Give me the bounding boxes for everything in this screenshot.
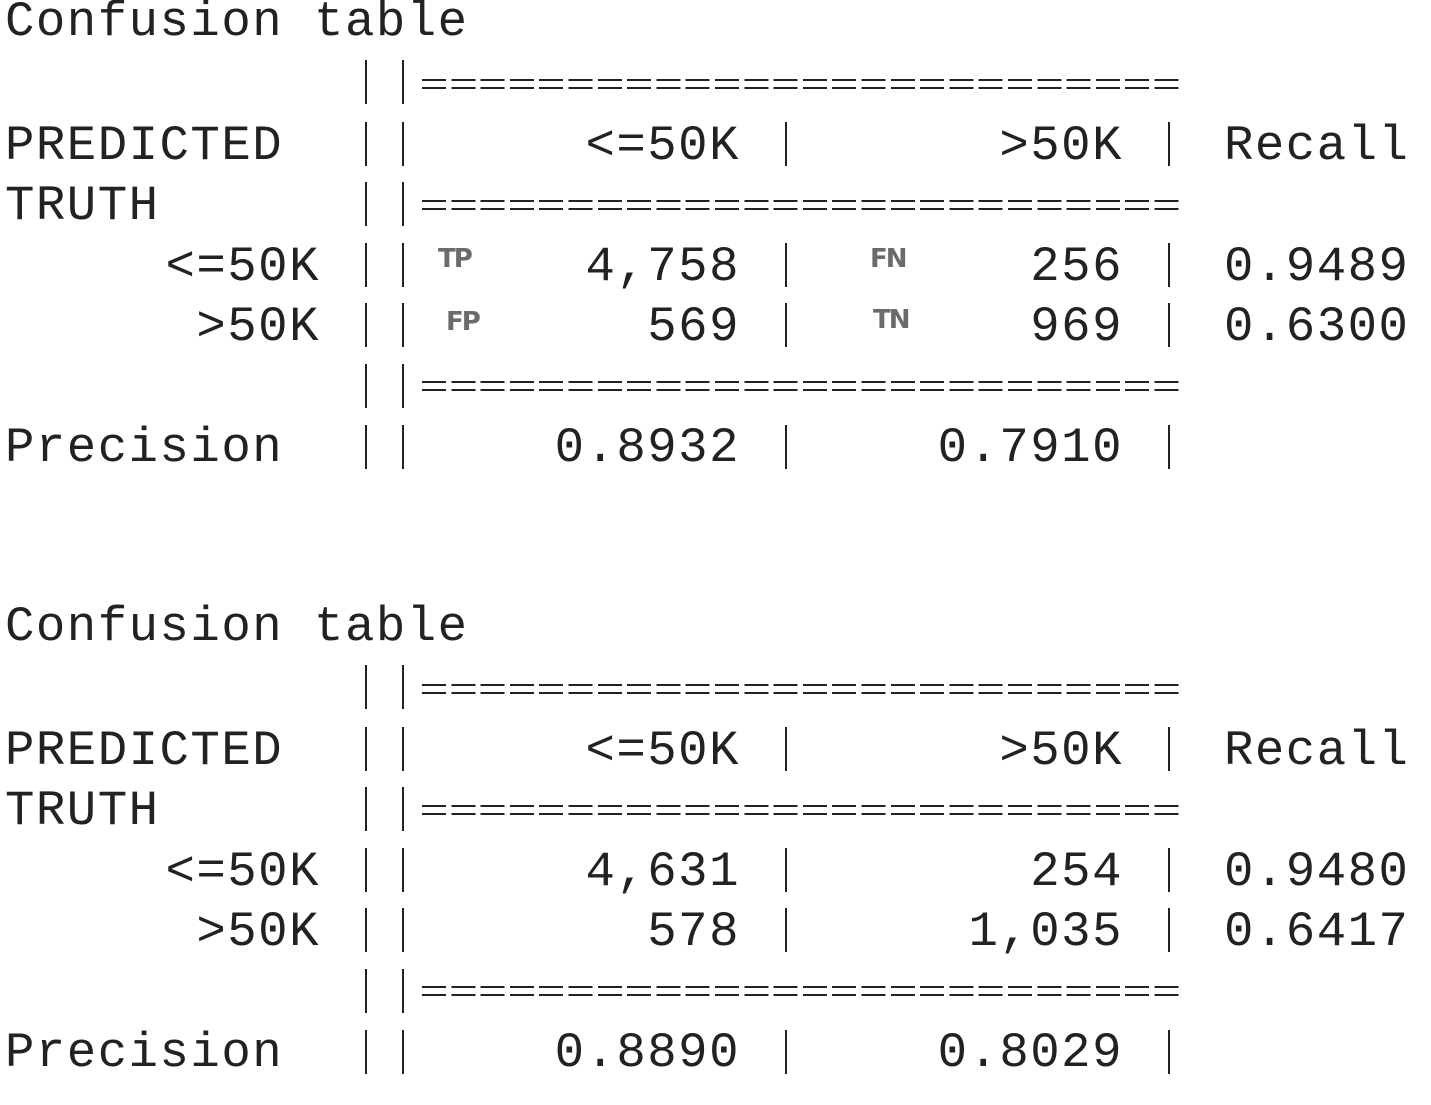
body-bottom-rule xyxy=(422,984,1184,998)
cell-true-positive: 4,758 xyxy=(585,239,740,295)
cell-false-positive: 578 xyxy=(647,904,740,960)
cell-false-negative: 256 xyxy=(1030,239,1123,295)
vertical-divider xyxy=(402,243,404,287)
column-divider xyxy=(1168,908,1170,952)
vertical-divider xyxy=(365,60,367,104)
cell-true-negative: 1,035 xyxy=(968,904,1123,960)
column-header-le50k: <=50K xyxy=(585,723,740,779)
column-header-le50k: <=50K xyxy=(585,118,740,174)
vertical-divider xyxy=(365,727,367,771)
recall-value: 0.9480 xyxy=(1224,844,1410,900)
cell-true-positive: 4,631 xyxy=(585,844,740,900)
vertical-divider xyxy=(402,122,404,166)
recall-value: 0.6300 xyxy=(1224,299,1410,355)
vertical-divider xyxy=(365,364,367,408)
header-bottom-rule xyxy=(422,198,1184,212)
column-header-gt50k: >50K xyxy=(999,723,1123,779)
cell-true-negative: 969 xyxy=(1030,299,1123,355)
vertical-divider xyxy=(402,787,404,831)
truth-label: TRUTH xyxy=(5,178,160,234)
row-label-le50k: <=50K xyxy=(165,239,320,295)
vertical-divider xyxy=(365,243,367,287)
table-title: Confusion table xyxy=(5,0,469,50)
column-divider xyxy=(1168,848,1170,892)
row-label-le50k: <=50K xyxy=(165,844,320,900)
predicted-label: PREDICTED xyxy=(5,723,284,779)
column-divider xyxy=(1168,727,1170,771)
recall-value: 0.6417 xyxy=(1224,904,1410,960)
precision-label: Precision xyxy=(5,420,284,476)
column-divider xyxy=(785,908,787,952)
tp-tag: TP xyxy=(438,244,473,274)
column-divider xyxy=(785,425,787,469)
vertical-divider xyxy=(365,848,367,892)
recall-value: 0.9489 xyxy=(1224,239,1410,295)
vertical-divider xyxy=(365,1030,367,1074)
vertical-divider xyxy=(365,122,367,166)
column-header-recall: Recall xyxy=(1224,118,1410,174)
precision-label: Precision xyxy=(5,1025,284,1081)
vertical-divider xyxy=(365,665,367,709)
column-divider xyxy=(785,727,787,771)
vertical-divider xyxy=(402,425,404,469)
fp-tag: FP xyxy=(446,307,481,337)
column-divider xyxy=(785,243,787,287)
column-divider xyxy=(785,303,787,347)
vertical-divider xyxy=(402,364,404,408)
precision-value: 0.7910 xyxy=(937,420,1123,476)
vertical-divider xyxy=(365,908,367,952)
row-label-gt50k: >50K xyxy=(196,299,320,355)
header-bottom-rule xyxy=(422,803,1184,817)
truth-label: TRUTH xyxy=(5,783,160,839)
column-divider xyxy=(1168,303,1170,347)
column-divider xyxy=(1168,1030,1170,1074)
vertical-divider xyxy=(402,182,404,226)
vertical-divider xyxy=(402,1030,404,1074)
column-header-gt50k: >50K xyxy=(999,118,1123,174)
precision-value: 0.8029 xyxy=(937,1025,1123,1081)
vertical-divider xyxy=(402,60,404,104)
column-divider xyxy=(1168,425,1170,469)
column-header-recall: Recall xyxy=(1224,723,1410,779)
confusion-table-1: Confusion table PREDICTED <=50K >50K Rec… xyxy=(0,0,1431,500)
vertical-divider xyxy=(402,908,404,952)
column-divider xyxy=(1168,122,1170,166)
cell-false-positive: 569 xyxy=(647,299,740,355)
vertical-divider xyxy=(402,665,404,709)
column-divider xyxy=(1168,243,1170,287)
row-label-gt50k: >50K xyxy=(196,904,320,960)
precision-value: 0.8932 xyxy=(554,420,740,476)
body-bottom-rule xyxy=(422,379,1184,393)
cell-false-negative: 254 xyxy=(1030,844,1123,900)
vertical-divider xyxy=(365,969,367,1013)
vertical-divider xyxy=(402,969,404,1013)
fn-tag: FN xyxy=(870,244,908,274)
vertical-divider xyxy=(365,787,367,831)
precision-value: 0.8890 xyxy=(554,1025,740,1081)
vertical-divider xyxy=(365,182,367,226)
column-divider xyxy=(785,848,787,892)
confusion-table-2: Confusion table PREDICTED <=50K >50K Rec… xyxy=(0,599,1431,1105)
vertical-divider xyxy=(365,425,367,469)
tn-tag: TN xyxy=(873,305,910,335)
vertical-divider xyxy=(402,848,404,892)
header-top-rule xyxy=(422,682,1184,696)
vertical-divider xyxy=(365,303,367,347)
header-top-rule xyxy=(422,77,1184,91)
column-divider xyxy=(785,1030,787,1074)
vertical-divider xyxy=(402,727,404,771)
column-divider xyxy=(785,122,787,166)
confusion-tables-page: Confusion table PREDICTED <=50K >50K Rec… xyxy=(0,0,1431,1081)
vertical-divider xyxy=(402,303,404,347)
table-title: Confusion table xyxy=(5,599,469,655)
predicted-label: PREDICTED xyxy=(5,118,284,174)
